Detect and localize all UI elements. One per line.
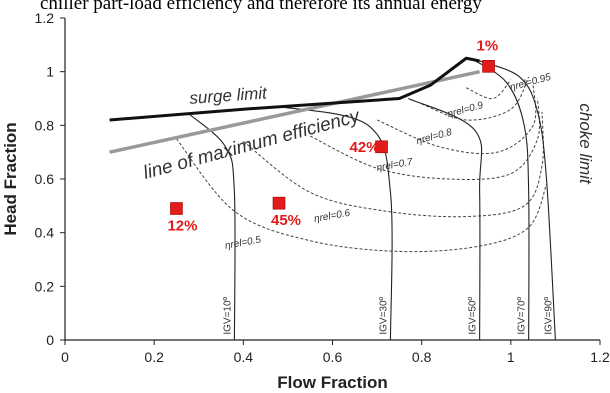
igv-curve-1 <box>278 106 393 341</box>
x-tick-label: 0.2 <box>144 349 164 365</box>
efficiency-contour-label: ηrel=0.9 <box>446 100 484 120</box>
y-tick-label: 1 <box>46 64 54 80</box>
efficiency-contour-2 <box>376 85 537 155</box>
efficiency-contour-label: ηrel=0.7 <box>376 157 414 174</box>
x-tick-label: 0.8 <box>412 349 432 365</box>
operating-point-label: 1% <box>477 37 499 54</box>
efficiency-contour-1 <box>421 76 530 121</box>
surge-limit-line <box>109 56 480 122</box>
x-axis-title: Flow Fraction <box>277 373 388 392</box>
efficiency-contour-0 <box>466 79 512 100</box>
igv-label: IGV=30º <box>378 296 389 334</box>
efficiency-contour-4 <box>243 111 544 218</box>
operating-point-label: 45% <box>271 212 301 229</box>
y-tick-label: 0.4 <box>35 225 55 241</box>
efficiency-contour-3 <box>309 98 541 180</box>
operating-point-marker <box>482 59 495 73</box>
y-tick-label: 0.2 <box>35 278 55 294</box>
max-efficiency-label: line of maximum efficiency <box>141 105 363 183</box>
choke-limit-label: choke limit <box>576 103 595 185</box>
x-tick-label: 0.6 <box>323 349 343 365</box>
y-axis-title: Head Fraction <box>1 122 20 235</box>
igv-label: IGV=10º <box>222 296 233 334</box>
igv-curve-4 <box>479 60 556 341</box>
y-tick-label: 1.2 <box>35 10 55 26</box>
surge-limit-label: surge limit <box>189 83 269 107</box>
igv-curve-3 <box>470 57 530 341</box>
operating-point-marker <box>375 140 388 154</box>
max-efficiency-line <box>109 69 480 154</box>
y-tick-label: 0.6 <box>35 171 55 187</box>
efficiency-contour-label: ηrel=0.5 <box>224 234 262 251</box>
caption-fragment: chiller part-load efficiency and therefo… <box>40 0 482 14</box>
y-tick-label: 0 <box>46 332 54 348</box>
igv-curve-2 <box>408 98 483 341</box>
x-tick-label: 0 <box>61 349 69 365</box>
efficiency-contour-label: ηrel=0.95 <box>509 72 553 94</box>
operating-point-marker <box>170 202 183 215</box>
operating-point-label: 42% <box>350 139 380 156</box>
y-tick-label: 0.8 <box>35 117 55 133</box>
efficiency-contour-label: ηrel=0.8 <box>415 127 453 147</box>
x-tick-label: 1.2 <box>590 349 610 365</box>
igv-label: IGV=70º <box>517 296 528 334</box>
x-tick-label: 0.4 <box>234 349 254 365</box>
operating-point-label: 12% <box>167 218 197 235</box>
igv-label: IGV=90º <box>543 296 554 334</box>
efficiency-contour-label: ηrel=0.6 <box>313 208 351 225</box>
igv-label: IGV=50º <box>468 296 479 334</box>
x-tick-label: 1 <box>507 349 515 365</box>
operating-point-marker <box>272 196 286 210</box>
